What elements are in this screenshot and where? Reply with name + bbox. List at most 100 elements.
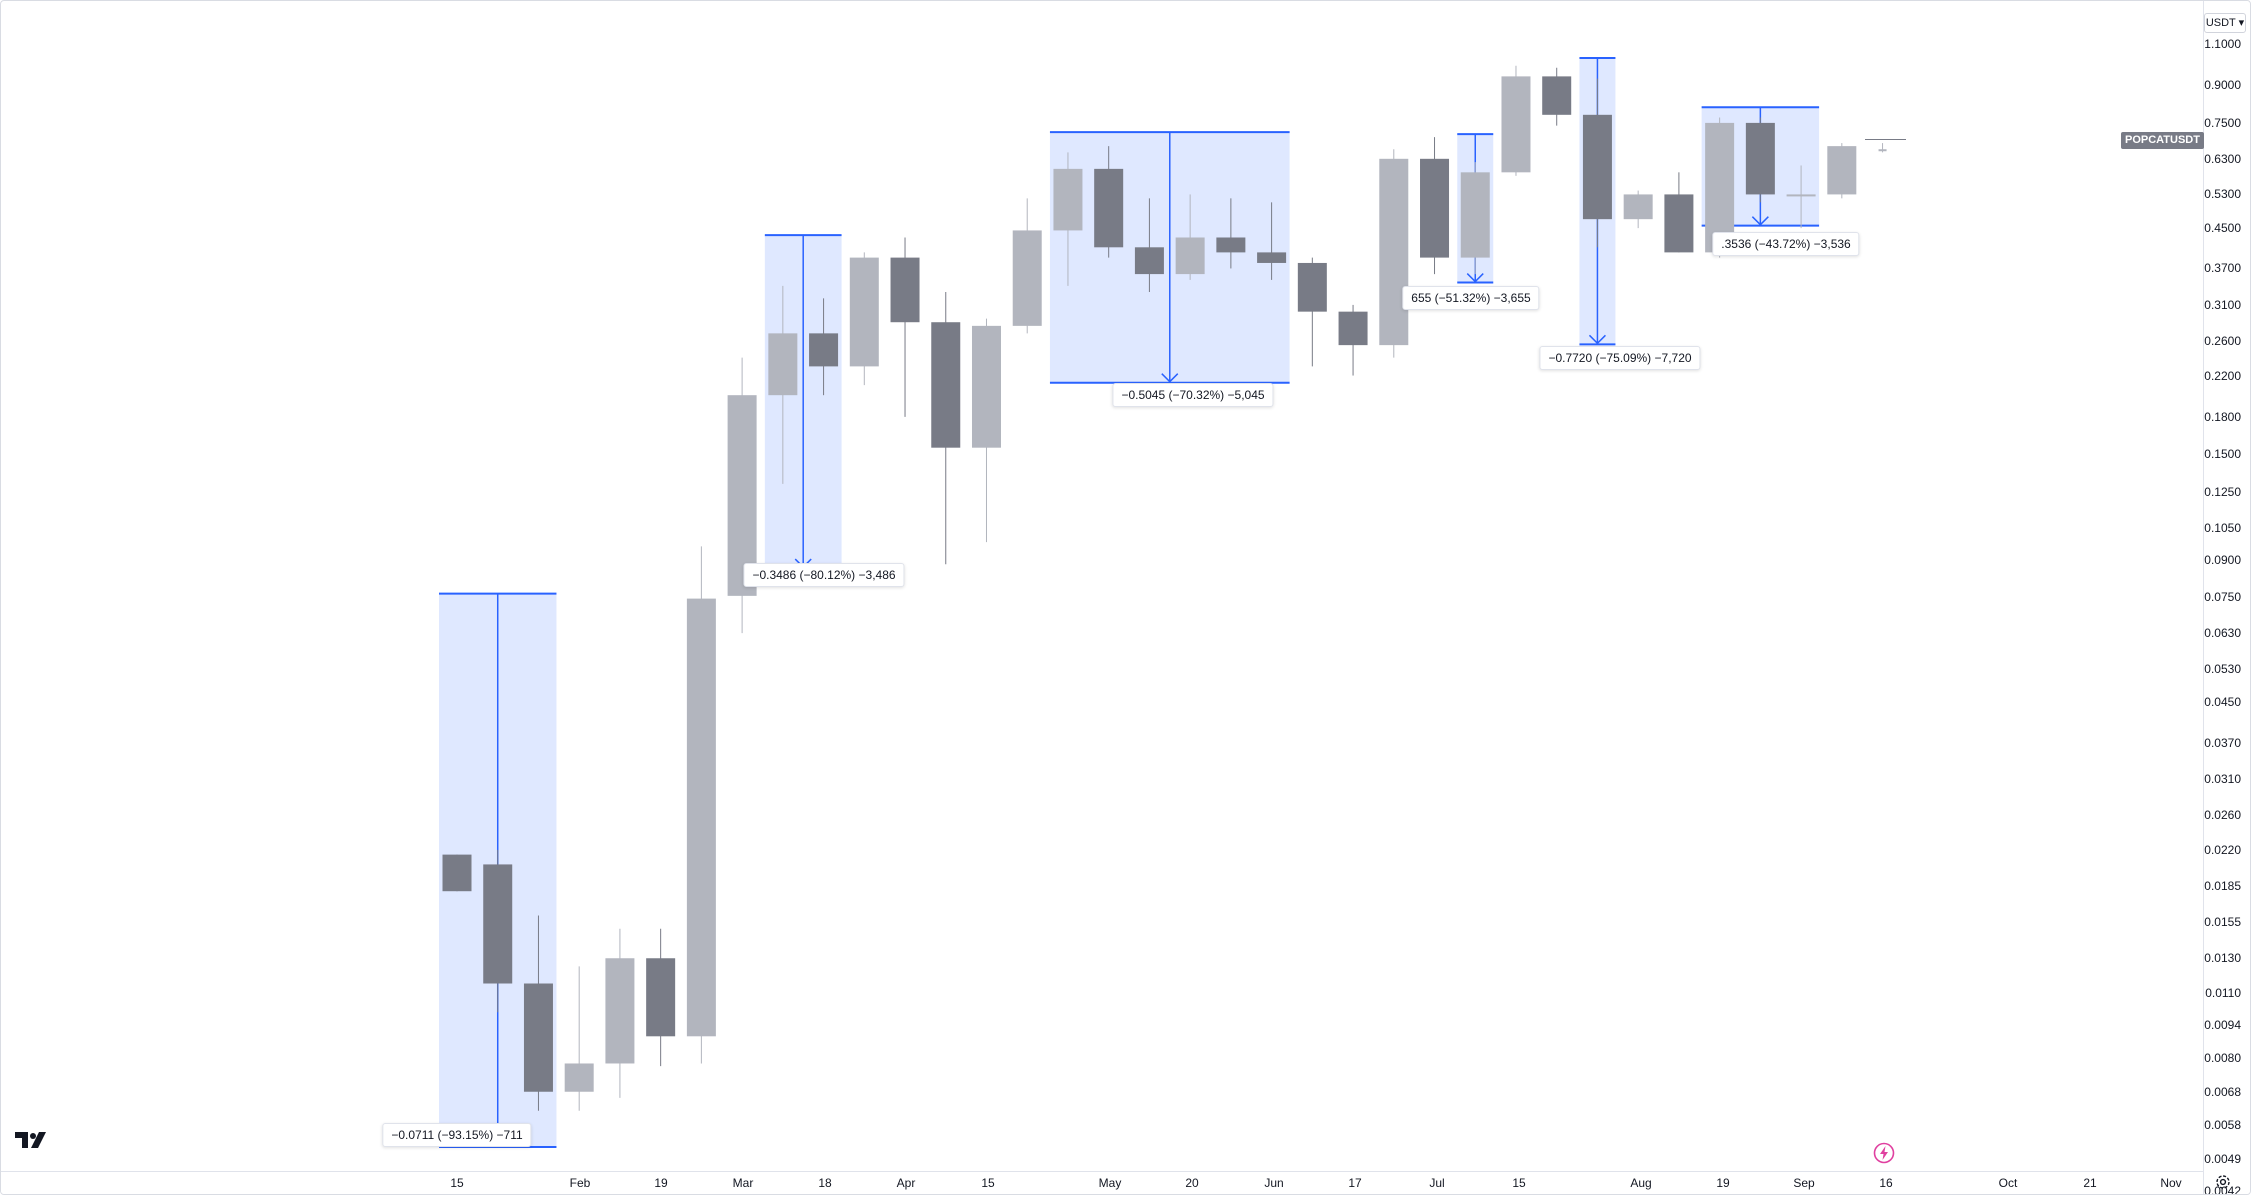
price-tick: 0.3100	[2204, 297, 2241, 312]
measure-label: .3536 (−43.72%) −3,536	[1712, 232, 1860, 256]
candle	[1582, 78, 1612, 248]
candle-body	[686, 598, 716, 1037]
price-range-measure[interactable]	[1049, 131, 1290, 384]
time-tick: Aug	[1630, 1176, 1652, 1190]
candle	[1012, 198, 1042, 334]
candle	[1501, 65, 1531, 176]
measure-label: −0.7720 (−75.09%) −7,720	[1539, 346, 1701, 370]
candle	[1420, 137, 1450, 275]
measure-label: −0.3486 (−80.12%) −3,486	[743, 563, 905, 587]
time-tick: 19	[654, 1176, 668, 1190]
gear-icon[interactable]	[2214, 1173, 2232, 1191]
time-tick: 20	[1185, 1176, 1199, 1190]
currency-selector-button[interactable]: USDT ▾	[2204, 13, 2246, 33]
candle-body	[1460, 172, 1490, 258]
candle	[1827, 143, 1857, 199]
price-tick: 0.0110	[2205, 985, 2241, 1000]
price-tick: 0.0900	[2204, 552, 2241, 567]
candle-body	[1379, 158, 1409, 346]
candle-body	[1094, 168, 1124, 248]
price-range-measure[interactable]	[764, 234, 842, 570]
candle	[768, 285, 798, 484]
price-tick: 0.0450	[2204, 695, 2241, 710]
tradingview-logo-icon[interactable]	[15, 1132, 49, 1150]
price-tick: 0.0630	[2204, 626, 2241, 641]
candle-body	[1257, 252, 1287, 263]
time-tick: 21	[2083, 1176, 2097, 1190]
measure-label: −0.5045 (−70.32%) −5,045	[1112, 383, 1274, 407]
price-tick: 0.0370	[2204, 735, 2241, 750]
candle	[849, 252, 879, 386]
price-tick: 0.0155	[2204, 915, 2241, 929]
candle-body	[1297, 262, 1327, 312]
candle	[564, 966, 594, 1111]
price-tick: 0.0530	[2204, 661, 2241, 676]
price-tick: 0.0310	[2204, 772, 2241, 787]
price-tick: 0.1250	[2204, 484, 2241, 499]
price-tick: 0.0260	[2204, 808, 2241, 823]
symbol-price-label: POPCATUSDT	[2121, 132, 2204, 149]
candle	[646, 928, 676, 1067]
price-tick: 0.1500	[2204, 447, 2241, 462]
candle	[890, 237, 920, 417]
time-tick: 15	[981, 1176, 995, 1190]
candle	[1094, 146, 1124, 258]
candle-body	[1827, 146, 1857, 195]
measure-label: 655 (−51.32%) −3,655	[1402, 286, 1540, 310]
candle	[1664, 172, 1694, 253]
price-axis[interactable]: 1.1000 0.9000 0.7500 0.6300 0.5300 0.4500 0.37…	[2203, 1, 2250, 1194]
price-tick: 0.0080	[2204, 1051, 2241, 1066]
candle	[931, 292, 961, 565]
candle-body	[1338, 311, 1368, 346]
time-tick: Jun	[1264, 1176, 1284, 1190]
candle-body	[809, 333, 839, 367]
candle	[971, 318, 1001, 543]
candle-body	[1134, 247, 1164, 275]
time-tick: 18	[818, 1176, 832, 1190]
time-tick: 17	[1348, 1176, 1362, 1190]
time-axis[interactable]: 15 Feb 19 Mar 18 Apr 15 May 20 Jun 17 Jul 15 Aug 19 Sep…	[1, 1171, 2203, 1194]
price-tick: 0.0130	[2204, 951, 2241, 966]
price-tick: 0.0750	[2204, 590, 2241, 605]
candle	[1053, 152, 1083, 286]
price-tick: 0.4500	[2204, 221, 2241, 236]
candle-body	[890, 257, 920, 323]
candle	[1623, 190, 1653, 229]
candle-body	[1053, 168, 1083, 231]
measure-arrowhead	[1466, 273, 1484, 283]
price-tick: 1.1000	[2204, 37, 2241, 51]
candle	[727, 357, 757, 634]
candle-body	[1664, 194, 1694, 253]
candle	[1297, 257, 1327, 367]
time-tick: 15	[450, 1176, 464, 1190]
candle	[809, 298, 839, 396]
candle-body	[849, 257, 879, 367]
candle-body	[1216, 237, 1246, 253]
candle	[1460, 162, 1490, 275]
candle-body	[523, 983, 553, 1092]
candle-body	[1542, 76, 1572, 115]
candle	[1878, 143, 1887, 153]
candle	[1134, 198, 1164, 293]
candle	[1705, 117, 1735, 258]
price-tick: 0.6300	[2204, 151, 2241, 166]
candle	[1379, 149, 1409, 358]
candle-body	[1623, 194, 1653, 220]
candle	[1257, 202, 1287, 280]
measure-arrowhead	[1588, 334, 1606, 345]
price-tick: 0.2600	[2204, 334, 2241, 349]
time-tick: 19	[1716, 1176, 1730, 1190]
price-tick: 0.5300	[2204, 187, 2241, 202]
candlestick-chart[interactable]	[1, 1, 2203, 1171]
price-tick: 0.9000	[2204, 78, 2241, 93]
candle	[1786, 165, 1816, 229]
price-tick: 0.2200	[2204, 368, 2241, 383]
candle-body	[605, 958, 635, 1064]
candle-body	[564, 1063, 594, 1092]
candle-body	[1175, 237, 1205, 275]
candle-body	[1745, 122, 1775, 195]
price-tick: 0.0058	[2204, 1117, 2241, 1132]
candle-body	[1705, 122, 1735, 253]
bolt-icon[interactable]	[1873, 1142, 1895, 1164]
price-tick: 0.3700	[2204, 261, 2241, 276]
